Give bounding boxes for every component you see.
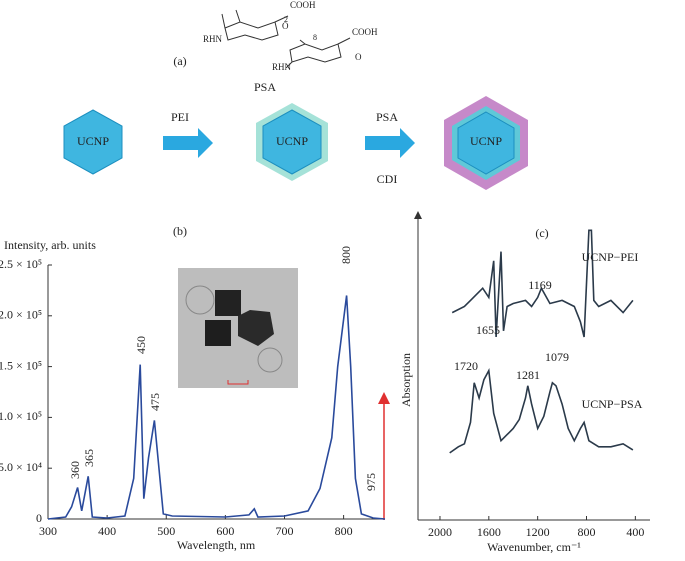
tem-inset	[178, 268, 298, 388]
peak-label: 360	[68, 461, 82, 479]
x-tick-label: 800	[335, 524, 353, 538]
y-tick-label: 2.0 × 10⁵	[0, 308, 42, 322]
x-tick-label: 400	[626, 525, 644, 539]
peak-label: 450	[134, 336, 148, 354]
spectrum-line	[451, 229, 634, 338]
step-label: PEI	[171, 110, 189, 124]
step-arrow	[163, 128, 213, 158]
particle	[63, 109, 123, 175]
x-axis-label: Wavelength, nm	[177, 538, 256, 552]
particle	[457, 111, 515, 175]
peak-label: 800	[339, 246, 353, 264]
molecule-label: RHN	[272, 62, 292, 72]
step-label: CDI	[377, 172, 398, 186]
peak-label: 1079	[545, 350, 569, 364]
molecule-label: COOH	[352, 27, 378, 37]
peak-label: 975	[364, 473, 378, 491]
y-tick-label: 1.0 × 10⁵	[0, 409, 42, 423]
particle-label: UCNP	[77, 134, 109, 148]
peak-label: 1655	[476, 323, 500, 337]
molecule-label: COOH	[290, 0, 316, 10]
panel-label: (a)	[173, 54, 186, 68]
peak-label: 1720	[454, 359, 478, 373]
x-tick-label: 600	[216, 524, 234, 538]
molecule-label: O	[282, 21, 289, 31]
peak-label: 1281	[516, 368, 540, 382]
y-tick-label: 5.0 × 10⁴	[0, 460, 42, 474]
y-axis-label: Intensity, arb. units	[4, 238, 96, 252]
series-label: UCNP−PEI	[582, 250, 639, 264]
x-axis-label: Wavenumber, cm⁻¹	[487, 540, 581, 554]
x-tick-label: 800	[578, 525, 596, 539]
particle-label: UCNP	[276, 134, 308, 148]
molecule-name: PSA	[254, 80, 276, 94]
panel-label: (c)	[535, 226, 548, 240]
step-label: PSA	[376, 110, 398, 124]
x-tick-label: 300	[39, 524, 57, 538]
molecule-label: RHN	[203, 34, 223, 44]
molecule-label: O	[355, 52, 362, 62]
x-tick-label: 1600	[477, 525, 501, 539]
molecule	[221, 9, 351, 69]
peak-label: 365	[82, 449, 96, 467]
y-axis-label: Absorption	[399, 353, 413, 407]
step-arrow	[365, 128, 415, 158]
series-label: UCNP−PSA	[582, 397, 643, 411]
molecule-label: 2	[284, 15, 288, 24]
particle-label: UCNP	[470, 134, 502, 148]
panel-label: (b)	[173, 224, 187, 238]
y-tick-label: 2.5 × 10⁵	[0, 257, 42, 271]
x-tick-label: 1200	[526, 525, 550, 539]
x-tick-label: 700	[275, 524, 293, 538]
x-tick-label: 500	[157, 524, 175, 538]
x-tick-label: 400	[98, 524, 116, 538]
peak-label: 1169	[528, 278, 552, 292]
molecule-label: 8	[313, 33, 317, 42]
spectrum-line	[449, 367, 634, 454]
x-tick-label: 2000	[428, 525, 452, 539]
y-tick-label: 0	[36, 511, 42, 525]
y-tick-label: 1.5 × 10⁵	[0, 358, 42, 372]
spectrum-line	[47, 295, 386, 520]
peak-label: 475	[148, 393, 162, 411]
particle	[262, 109, 322, 175]
